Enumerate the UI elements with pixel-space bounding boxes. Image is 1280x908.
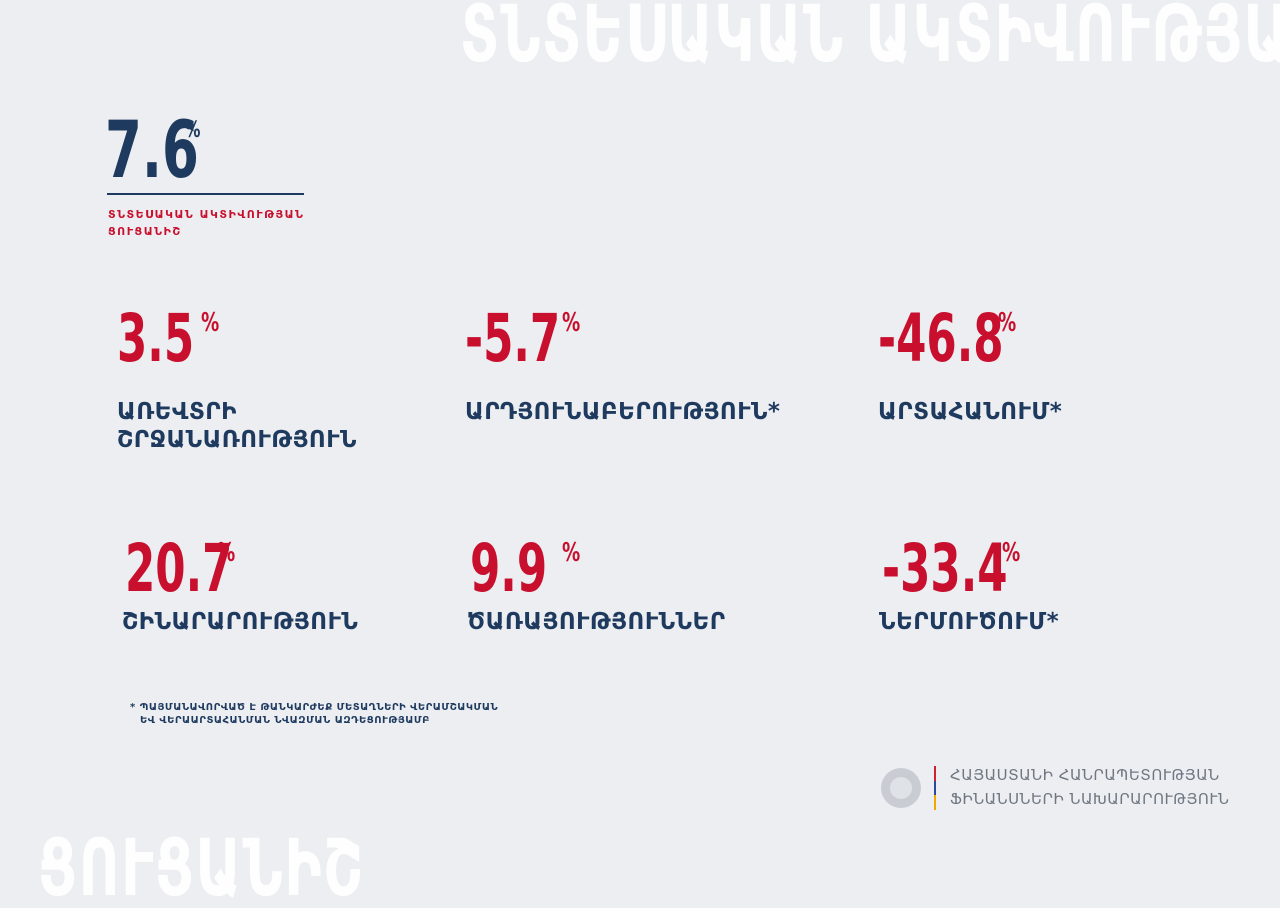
background-word: ՏՆՏԵՍԱԿԱՆ ԱԿՏԻՎՈՒԹՅԱՆ [460, 0, 1280, 80]
footnote: ԵՎ ՎԵՐԱԱՐՏԱՀԱՆՄԱՆ ՆՎԱԶՄԱՆ ԱԶԴԵՑՈՒԹՅԱՄԲ [140, 715, 430, 726]
footnote: * ՊԱՅՄԱՆԱՎՈՐՎԱԾ Է ԹԱՆԿԱՐԺԵՔ ՄԵՏԱՂՆԵՐԻ ՎԵ… [130, 702, 499, 713]
metric-unit: % [217, 538, 236, 568]
metric-label: ՇԻՆԱՐԱՐՈՒԹՅՈՒՆ [122, 609, 359, 635]
metric-value: 9.9 [470, 530, 548, 607]
headline-label: ՑՈՒՑԱՆԻՇ [108, 225, 182, 238]
metric-label: ԱՐԴՅՈՒՆԱԲԵՐՈՒԹՅՈՒՆ* [465, 399, 781, 425]
metric-label: ՇՐՋԱՆԱՌՈՒԹՅՈՒՆ [117, 427, 357, 453]
metric-label: ԱՐՏԱՀԱՆՈՒՄ* [878, 399, 1063, 425]
headline-unit: % [185, 118, 201, 143]
logo-text: ՖԻՆԱՆՍՆԵՐԻ ՆԱԽԱՐԱՐՈՒԹՅՈՒՆ [950, 790, 1230, 808]
metric-unit: % [562, 538, 581, 568]
logo-emblem [881, 766, 936, 810]
logo-text: ՀԱՅԱՍՏԱՆԻ ՀԱՆՐԱՊԵՏՈՒԹՅԱՆ [950, 766, 1220, 784]
metric-value: 3.5 [117, 300, 195, 377]
metric-label: ԾԱՌԱՅՈՒԹՅՈՒՆՆԵՐ [467, 609, 726, 635]
metric-value: 20.7 [125, 530, 233, 607]
metric-unit: % [1002, 538, 1021, 568]
metric-value: -5.7 [465, 300, 561, 377]
metric-value: -33.4 [882, 530, 1008, 607]
background-word: ՑՈՒՑԱՆԻՇ [38, 824, 365, 908]
flag-stripe [934, 795, 936, 810]
flag-stripe [934, 766, 936, 781]
emblem-shield [890, 777, 912, 799]
headline-value: 7.6 [105, 106, 199, 196]
metric-label: ՆԵՐՄՈՒԾՈՒՄ* [879, 609, 1060, 635]
flag-stripe [934, 781, 936, 795]
metric-unit: % [201, 308, 220, 338]
metric-label: ԱՌԵՎՏՐԻ [117, 399, 237, 425]
metric-value: -46.8 [878, 300, 1004, 377]
metric-unit: % [562, 308, 581, 338]
headline-label: ՏՆՏԵՍԱԿԱՆ ԱԿՏԻՎՈՒԹՅԱՆ [108, 208, 305, 221]
divider [107, 193, 304, 195]
metric-unit: % [998, 308, 1017, 338]
